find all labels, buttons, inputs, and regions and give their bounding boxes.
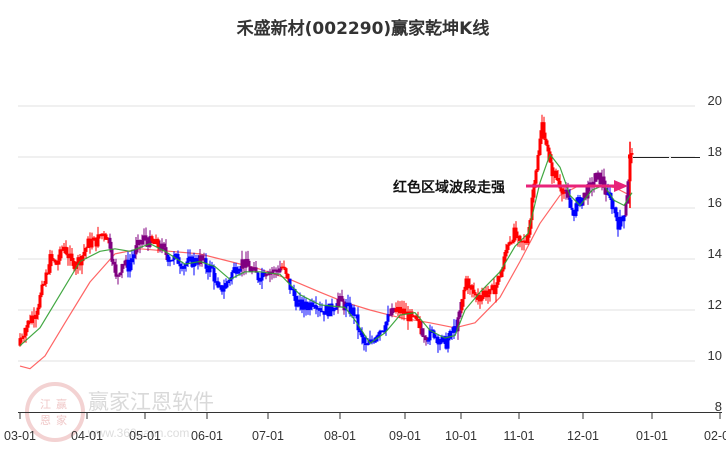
x-axis: 03-01 04-01 05-01 06-01 07-01 08-01 09-01 10-01…: [4, 412, 726, 443]
y-axis-labels: 8 10 12 14 16 18 20: [708, 93, 722, 414]
x-tick-label: 11-01: [503, 429, 534, 443]
x-tick-label: 01-01: [636, 429, 668, 443]
watermark-name: 赢家江恩软件: [88, 390, 214, 414]
watermark-url: www.360gann.com: [87, 426, 189, 440]
x-tick-label: 02-01: [704, 429, 726, 443]
watermark-logo-char: 恩: [40, 414, 51, 427]
y-tick-label: 18: [708, 144, 722, 159]
watermark-logo-char: 家: [56, 413, 67, 427]
annotation-text: 红色区域波段走强: [393, 179, 505, 196]
x-tick-label: 05-01: [129, 429, 161, 443]
x-tick-label: 07-01: [252, 429, 284, 443]
arrow-head-icon: [614, 180, 628, 192]
y-tick-label: 10: [708, 348, 722, 363]
x-tick-label: 12-01: [567, 429, 599, 443]
y-tick-label: 8: [715, 399, 722, 414]
candlesticks: [18, 114, 634, 353]
watermark-logo-char: 赢: [56, 397, 67, 411]
x-tick-label: 08-01: [324, 429, 356, 443]
y-tick-label: 14: [708, 246, 722, 261]
x-tick-label: 09-01: [389, 429, 421, 443]
x-tick-label: 06-01: [191, 429, 223, 443]
y-tick-label: 16: [708, 195, 722, 210]
x-tick-label: 04-01: [71, 429, 103, 443]
annotation: 红色区域波段走强: [393, 179, 628, 196]
watermark-logo-char: 江: [40, 398, 51, 411]
y-tick-label: 20: [708, 93, 722, 108]
x-tick-label: 03-01: [4, 429, 36, 443]
x-tick-label: 10-01: [445, 429, 477, 443]
chart-title: 禾盛新材(002290)赢家乾坤K线: [236, 19, 490, 39]
ma-short-line: [19, 153, 633, 347]
ma-long-line: [19, 184, 631, 370]
y-tick-label: 12: [708, 297, 722, 312]
